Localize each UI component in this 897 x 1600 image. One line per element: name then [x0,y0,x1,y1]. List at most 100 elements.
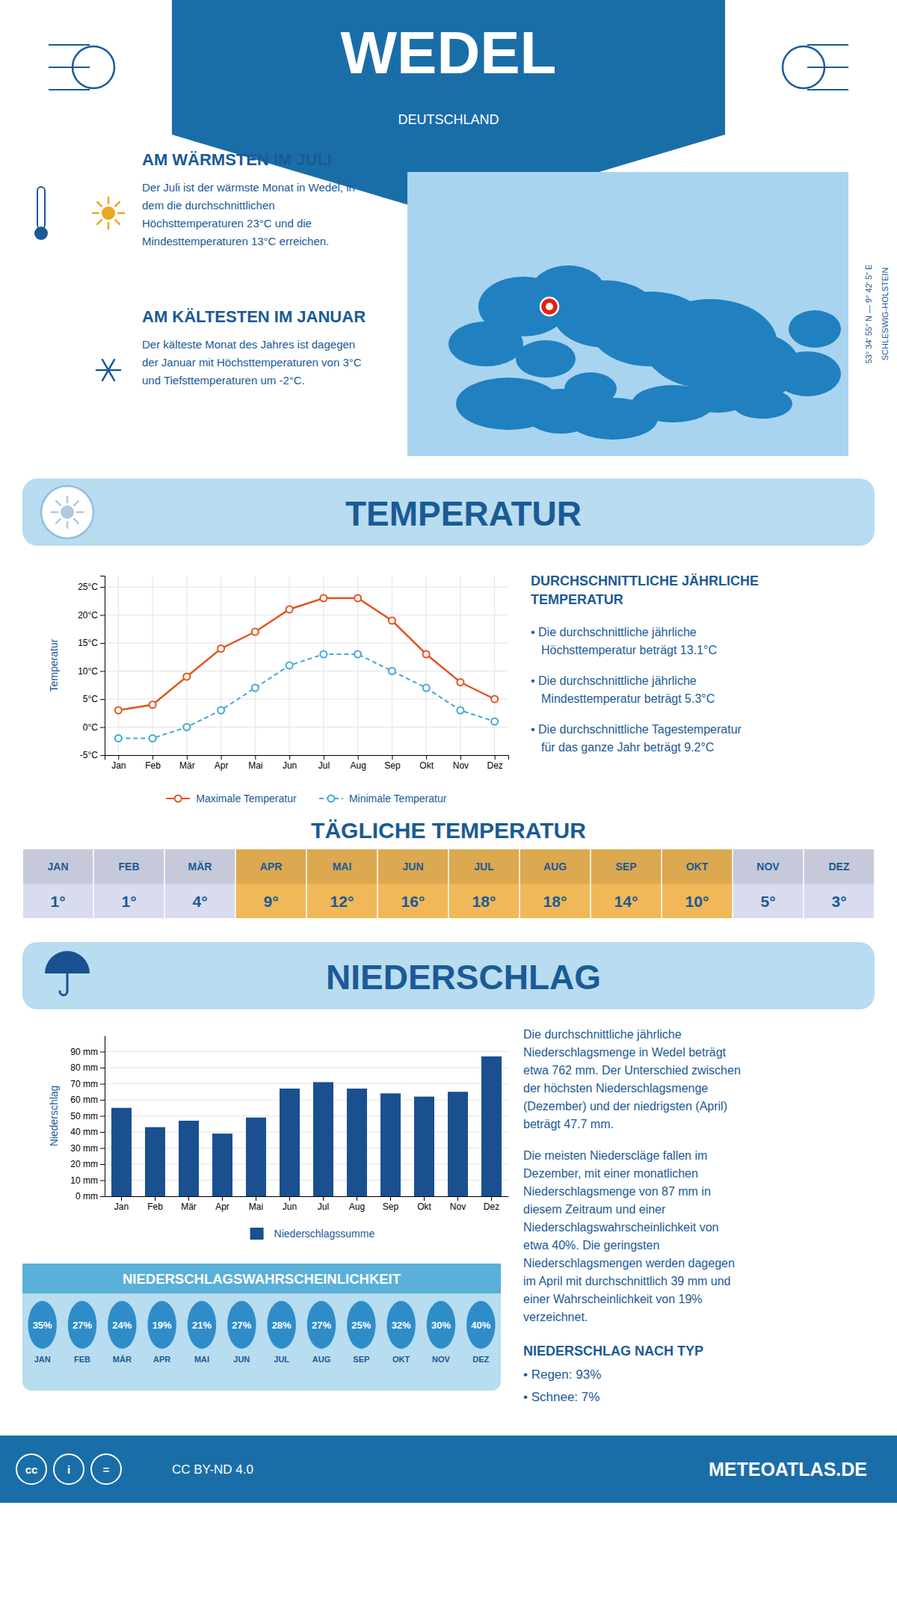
data-label: 4° [192,892,208,910]
section-banner [22,941,875,1010]
chart-title: NIEDERSCHLAG [325,957,601,997]
point [319,651,327,658]
tick-label: Mär [179,760,196,771]
point [388,667,396,675]
coordinates: SCHLESWIG-HOLSTEIN [880,267,890,362]
tick-mark [491,1196,492,1201]
plot-area [111,1056,502,1196]
tick-mark [460,754,462,760]
map-land [515,340,576,378]
map-background [407,171,849,456]
header-cell [448,848,520,884]
point [286,662,294,670]
icon [807,88,849,91]
axis-line [105,1196,510,1197]
tick-label: 30 mm [70,1142,98,1154]
bar [313,1081,334,1196]
tick: 70 mm [70,1078,105,1090]
data-label: 27% [231,1319,252,1331]
map-land [448,321,524,367]
drop [187,1300,217,1349]
header-cell [377,848,449,884]
category-label: FEB [74,1354,91,1364]
tick: Jun [282,1196,297,1212]
icon [807,44,849,46]
value-cell [519,883,591,919]
header-info: WEDELDEUTSCHLANDAM WÄRMSTEN IM JULIDer J… [0,0,897,1503]
axis: 0 mm10 mm20 mm30 mm40 mm50 mm60 mm70 mm8… [70,1036,105,1202]
bar [111,1107,132,1196]
icon [97,201,102,207]
separator [660,848,663,919]
grid-line [254,575,256,755]
tick-mark [100,615,105,616]
axis: JanFebMärAprMaiJunJulAugSepOktNovDez [105,1196,510,1212]
tick: 5°C [82,693,105,705]
tick-label: 10 mm [70,1175,98,1186]
tick-mark [255,1196,257,1201]
point [286,606,294,613]
bar [346,1088,368,1196]
category-label: NOV [432,1354,451,1364]
category-label: JUN [402,860,424,873]
annotation: Dezember, mit einer monatlichen [523,1166,699,1180]
chart-title: TÄGLICHE TEMPERATUR [310,817,587,843]
chart-title: NIEDERSCHLAGSWAHRSCHEINLICHKEIT [122,1270,402,1287]
category-label: APR [153,1354,171,1364]
tick: -5°C [79,749,105,761]
data-label: 40% [470,1319,491,1331]
series-line [118,598,495,711]
annotation: Niederschlagswahrscheinlichkeit von [523,1220,719,1234]
separator [92,848,95,919]
data-label: 10° [685,892,710,910]
point [423,651,430,658]
data-label: 30% [431,1319,451,1331]
annotation: dem die durchschnittlichen [142,198,276,212]
data-label: 24% [112,1319,132,1331]
point [183,673,190,681]
tick-mark [222,1196,223,1201]
annotation: • Die durchschnittliche jährliche [530,674,697,687]
annotation: und Tiefsttemperaturen um -2°C. [142,373,305,387]
tick-mark [100,1131,105,1133]
separator [376,848,379,919]
data-label: 9° [263,892,279,910]
tick-mark [100,698,105,700]
annotation: für das ganze Jahr beträgt 9.2°C [541,740,714,754]
section-heading: AM KÄLTESTEN IM JANUAR [142,307,366,326]
license: CC BY-ND 4.0 [171,1462,254,1477]
tick-mark [100,727,105,729]
map-land [732,388,793,419]
tick: Mai [248,1196,264,1212]
daily-table: TÄGLICHE TEMPERATURJAN1°FEB1°MÄR4°APR9°M… [22,817,875,920]
tick-label: 15°C [77,637,98,649]
point [354,651,362,658]
data-label: 5° [760,892,776,910]
tick-mark [221,754,223,760]
tick: Nov [452,754,469,771]
location-marker [540,297,559,316]
tick-label: Nov [452,760,469,771]
point [491,695,498,703]
annotation: etwa 762 mm. Der Unterschied zwischen [523,1063,741,1077]
tick-label: 0°C [82,722,98,733]
tick: Jul [317,1196,329,1212]
tick: Sep [382,1196,400,1212]
tick: 20°C [77,609,105,621]
tick-label: 50 mm [70,1110,98,1122]
line-chart: TEMPERATUR-5°C0°C5°C10°C15°C20°C25°CJanF… [22,478,875,805]
icon [60,505,75,519]
drop [466,1300,495,1349]
icon [807,66,849,69]
icon [41,485,94,539]
legend-swatch [174,795,182,803]
grid-line [104,586,509,588]
grid-line [104,642,509,644]
category-label: OKT [392,1354,411,1364]
grid-line [322,575,324,755]
icon [44,950,90,974]
data-label: 19% [152,1319,172,1331]
point [217,645,225,652]
annotation: • Die durchschnittliche jährliche [530,625,697,639]
tick: 10°C [77,666,105,677]
